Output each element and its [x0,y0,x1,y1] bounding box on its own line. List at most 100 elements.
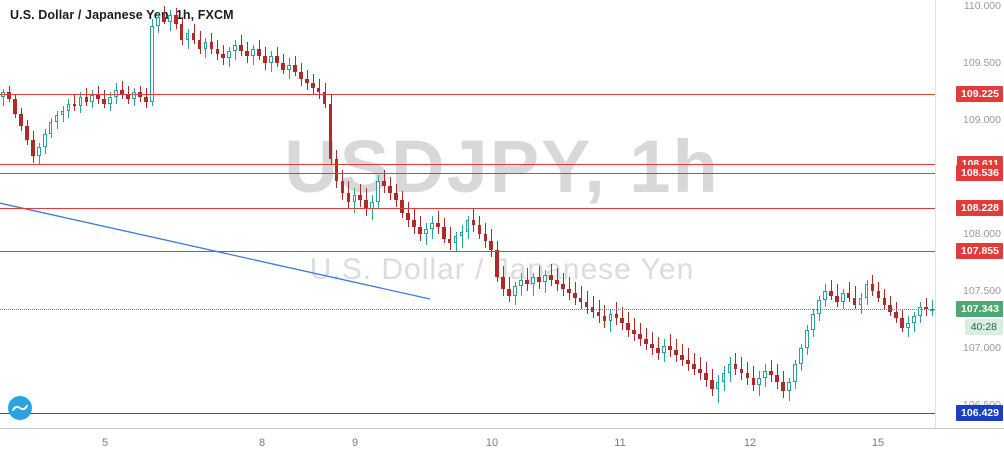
resistance-109-225-line[interactable] [0,94,935,96]
candle-body [477,224,482,234]
candle-body [888,304,893,312]
current-price-line [0,308,935,310]
price-tick: 107.000 [963,342,1001,355]
candle-body [245,51,249,56]
candle-body [114,90,118,97]
resistance-108-536-label[interactable]: 108.536 [956,164,1003,181]
candle-body [173,14,178,24]
candle-wick [557,268,558,292]
candle-body [126,94,130,100]
watermark-symbol: USDJPY, 1h [284,125,720,208]
time-tick: 5 [101,437,109,449]
candle-body [412,220,416,228]
candle-body [543,275,547,282]
candle-body [900,318,905,328]
candle-body [822,291,827,301]
candle-body [882,297,887,305]
candle-body [828,291,833,296]
candle-body [644,338,648,344]
chart-plot-area[interactable] [0,0,935,428]
candle-body [257,49,261,56]
candle-body [453,236,458,244]
candle-body [775,375,780,383]
candle-body [423,229,428,234]
resistance-107-855-line[interactable] [0,250,935,252]
candle-wick [640,322,641,346]
candle-wick [164,5,165,24]
candle-body [650,343,654,349]
price-tick: 109.000 [963,113,1001,126]
resistance-108-228-label[interactable]: 108.228 [956,199,1003,216]
candle-body [227,51,232,59]
candle-body [215,49,220,54]
candle-body [549,275,553,280]
candle-body [489,240,494,250]
candle-body [584,302,589,308]
candle-body [614,313,619,319]
candle-body [471,220,476,225]
candle-body [721,373,726,383]
candle-body [554,279,559,285]
candle-body [72,103,77,107]
candle-wick [926,297,927,317]
bar-countdown-label: 40:28 [964,318,1003,335]
candle-body [304,78,309,84]
candle-body [668,345,672,351]
candle-body [18,114,23,126]
candle-body [269,55,273,63]
candle-body [924,307,928,310]
resistance-108-611-line[interactable] [0,164,935,166]
candle-body [596,311,601,317]
time-tick: 10 [485,437,499,449]
candle-body [376,181,380,202]
candle-wick [634,318,635,342]
candle-body [656,348,660,353]
resistance-108-228-line[interactable] [0,207,935,209]
candle-body [429,222,434,230]
candle-body [459,231,464,237]
time-axis[interactable]: 5 8 9 10 11 12 15 [0,428,1004,468]
candle-body [108,97,113,104]
candle-body [787,382,791,392]
candle-body [197,39,202,50]
candle-body [483,233,488,241]
candle-body [858,297,863,305]
candle-body [727,364,732,374]
resistance-108-536-line[interactable] [0,172,935,174]
candle-body [501,277,506,289]
time-tick: 8 [258,437,266,449]
resistance-107-855-label[interactable]: 107.855 [956,242,1003,259]
candle-body [626,322,631,330]
support-106-429-line[interactable] [0,413,935,415]
candle-body [298,71,303,79]
candle-body [155,17,160,27]
candle-body [441,227,446,239]
candle-body [36,147,41,157]
candle-body [578,297,583,303]
candle-body [876,291,881,298]
candle-body [560,284,565,289]
candle-body [531,277,535,285]
candle-body [54,115,59,123]
time-tick: 11 [614,437,626,449]
candle-body [781,382,785,392]
candle-body [608,313,613,321]
candle-body [906,322,911,328]
chart-title: U.S. Dollar / Japanese Yen, 1h, FXCM [10,8,234,22]
support-106-429-label[interactable]: 106.429 [956,405,1003,422]
drawing-overlay [0,202,431,300]
candle-body [203,42,208,50]
candle-body [394,192,398,200]
candle-body [846,293,851,298]
current-price-label[interactable]: 107.343 [956,300,1003,317]
candle-body [852,297,857,305]
candle-wick [563,272,564,296]
candle-body [352,195,357,202]
candle-body [161,17,166,22]
candle-body [322,92,327,104]
candle-body [310,83,315,88]
candle-body [84,97,89,102]
candle-wick [849,281,850,303]
candle-wick [384,170,385,193]
resistance-109-225-label[interactable]: 109.225 [956,86,1003,103]
